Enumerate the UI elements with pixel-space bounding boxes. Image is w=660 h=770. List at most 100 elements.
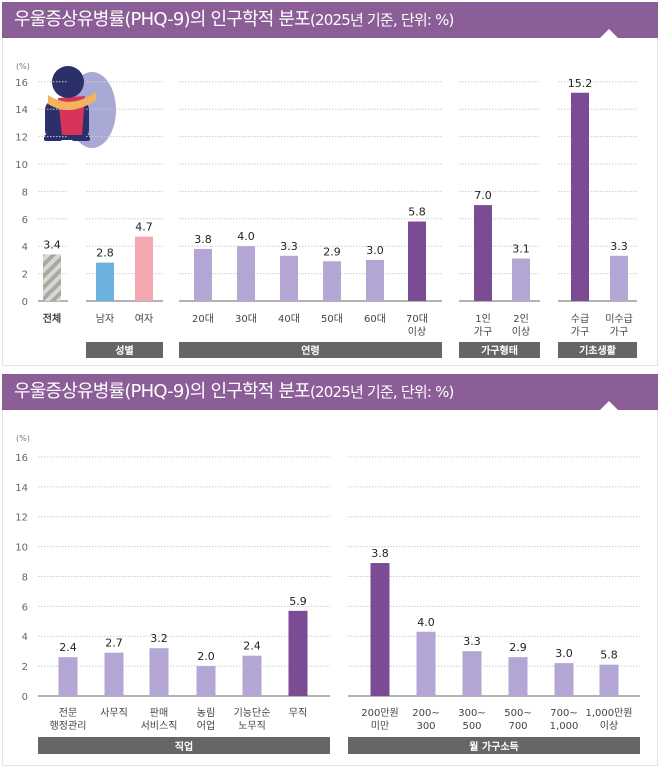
y-tick-label: 10 (15, 160, 28, 171)
category-label: 1인 가구 (474, 313, 492, 338)
y-tick-label: 2 (22, 270, 28, 281)
y-tick-label: 0 (22, 692, 28, 703)
category-label: 여자 (135, 313, 153, 325)
data-label: 2.9 (509, 641, 527, 654)
y-tick-label: 4 (22, 632, 28, 643)
chart-1-title-bar: 우울증상유병률(PHQ-9)의 인구학적 분포(2025년 기준, 단위: %) (2, 2, 658, 38)
category-label: 500~ 700 (504, 708, 531, 732)
bar (196, 666, 216, 696)
bar (416, 631, 436, 696)
y-tick-label: 10 (15, 543, 28, 554)
bar (104, 652, 124, 696)
data-label: 7.0 (474, 189, 492, 202)
group-label: 연령 (301, 344, 319, 357)
data-label: 3.8 (371, 547, 389, 560)
category-label: 50대 (321, 313, 343, 325)
y-tick-label: 8 (22, 187, 28, 198)
category-label: 60대 (364, 313, 386, 325)
chart-2-title: 우울증상유병률(PHQ-9)의 인구학적 분포 (14, 381, 311, 402)
category-label: 70대 이상 (406, 313, 428, 338)
category-label: 전문 행정관리 (50, 707, 87, 732)
group-band (348, 737, 640, 754)
group-band (86, 342, 163, 358)
chart-panel-2 (2, 408, 658, 766)
category-label: 30대 (235, 313, 257, 325)
data-label: 5.8 (408, 206, 426, 219)
data-label: 2.9 (323, 245, 341, 258)
bar (599, 664, 619, 696)
bar (149, 648, 169, 696)
bar (370, 563, 390, 696)
data-label: 2.4 (59, 641, 77, 654)
bar (554, 663, 574, 696)
chart-1-title: 우울증상유병률(PHQ-9)의 인구학적 분포 (14, 9, 311, 30)
data-label: 5.9 (289, 595, 307, 608)
category-label: 40대 (278, 313, 300, 325)
category-label: 농림 어업 (197, 707, 215, 732)
bar (194, 248, 212, 301)
category-label: 2인 이상 (512, 313, 530, 338)
category-label: 200~ 300 (412, 708, 439, 732)
chart-1-title-suffix: (2025년 기준, 단위: %) (309, 11, 454, 29)
group-band (459, 342, 540, 358)
bar (408, 221, 426, 301)
sad-person-illustration-icon (44, 66, 116, 148)
data-label: 3.8 (194, 233, 212, 246)
notch-decoration (600, 29, 618, 38)
data-label: 3.3 (280, 240, 298, 253)
y-tick-label: 2 (22, 662, 28, 673)
category-label: 기능단순 노무직 (234, 707, 271, 732)
data-label: 3.1 (512, 243, 530, 256)
bar (571, 92, 589, 301)
data-label: 15.2 (568, 77, 593, 90)
data-label: 2.4 (243, 640, 261, 653)
category-label: 남자 (96, 313, 114, 325)
group-label: 성별 (115, 344, 133, 357)
data-label: 5.8 (600, 649, 618, 662)
bar (610, 255, 628, 301)
bar (474, 205, 492, 301)
y-axis-unit-label: (%) (16, 434, 30, 443)
y-tick-label: 8 (22, 572, 28, 583)
y-tick-label: 4 (22, 242, 28, 253)
data-label: 3.3 (463, 635, 481, 648)
chart-2-title-suffix: (2025년 기준, 단위: %) (309, 383, 454, 401)
category-label: 20대 (192, 313, 214, 325)
bar (237, 246, 255, 301)
y-tick-label: 14 (15, 105, 28, 116)
data-label: 4.0 (417, 616, 435, 629)
category-label: 수급 가구 (571, 313, 589, 338)
notch-decoration (600, 401, 618, 410)
data-label: 2.7 (105, 637, 123, 650)
chart-2-title-bar: 우울증상유병률(PHQ-9)의 인구학적 분포(2025년 기준, 단위: %) (2, 374, 658, 410)
y-tick-label: 6 (22, 215, 28, 226)
data-label: 2.8 (96, 247, 114, 260)
y-tick-label: 12 (15, 513, 28, 524)
data-label: 3.0 (366, 244, 384, 257)
bar (280, 255, 298, 301)
y-tick-label: 12 (15, 133, 28, 144)
group-band (38, 737, 330, 754)
category-label: 700~ 1,000 (550, 708, 579, 732)
category-label: 미수급 가구 (605, 313, 633, 338)
bar (58, 657, 78, 696)
data-label: 3.4 (43, 238, 61, 251)
y-tick-label: 6 (22, 602, 28, 613)
category-label: 200만원 미만 (361, 707, 399, 732)
bar (508, 657, 528, 696)
group-band (558, 342, 637, 358)
category-label: 사무직 (100, 707, 128, 719)
category-label: 무직 (289, 707, 307, 719)
category-label: 전체 (43, 312, 61, 325)
data-label: 3.2 (150, 632, 168, 645)
y-tick-label: 0 (22, 297, 28, 308)
category-label: 판매 서비스직 (141, 707, 178, 732)
bar (462, 651, 482, 696)
y-tick-label: 16 (15, 78, 28, 89)
bar (288, 610, 308, 696)
bar (242, 655, 262, 696)
group-label: 직업 (175, 740, 193, 753)
bar (366, 259, 384, 301)
group-label: 기초생활 (579, 344, 617, 357)
